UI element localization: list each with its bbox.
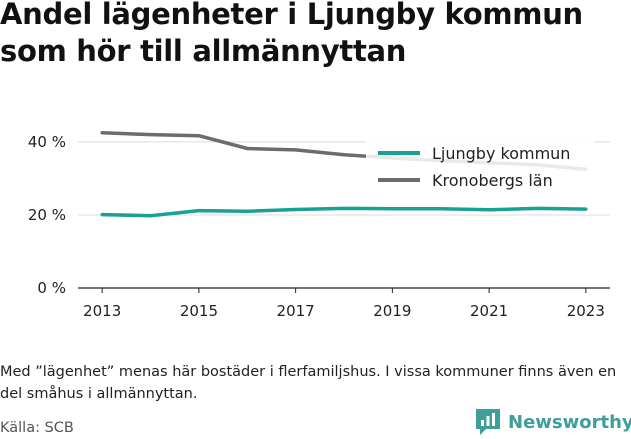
chart-title-line-1: Andel lägenheter i Ljungby kommun [0,0,583,31]
legend-background [366,138,594,196]
x-tick-label: 2023 [567,302,605,320]
x-tick-label: 2019 [373,302,411,320]
x-tick-label: 2021 [470,302,508,320]
x-tick-label: 2015 [180,302,218,320]
legend-label: Ljungby kommun [432,144,570,163]
x-tick-label: 2013 [83,302,121,320]
y-tick-label: 0 % [37,279,66,297]
y-tick-label: 40 % [28,133,66,151]
series-line-ljungby-kommun [100,206,588,218]
legend-label: Kronobergs län [432,171,553,190]
brand-name: Newsworthy [508,411,631,433]
newsworthy-logo: Newsworthy [474,406,631,438]
chart-note: Med ”lägenhet” menas här bostäder i fler… [0,364,617,402]
bar-chart-speech-icon [476,409,500,435]
chart-title: Andel lägenheter i Ljungby kommun som hö… [0,0,631,70]
y-tick-label: 20 % [28,206,66,224]
source-label: Källa: SCB [0,420,74,436]
chart-title-line-2: som hör till allmännyttan [0,34,407,68]
line-chart: 0 % 20 % 40 % 2013 2015 2017 2019 2021 2023 Ljung… [28,131,610,320]
x-tick-label: 2017 [277,302,315,320]
